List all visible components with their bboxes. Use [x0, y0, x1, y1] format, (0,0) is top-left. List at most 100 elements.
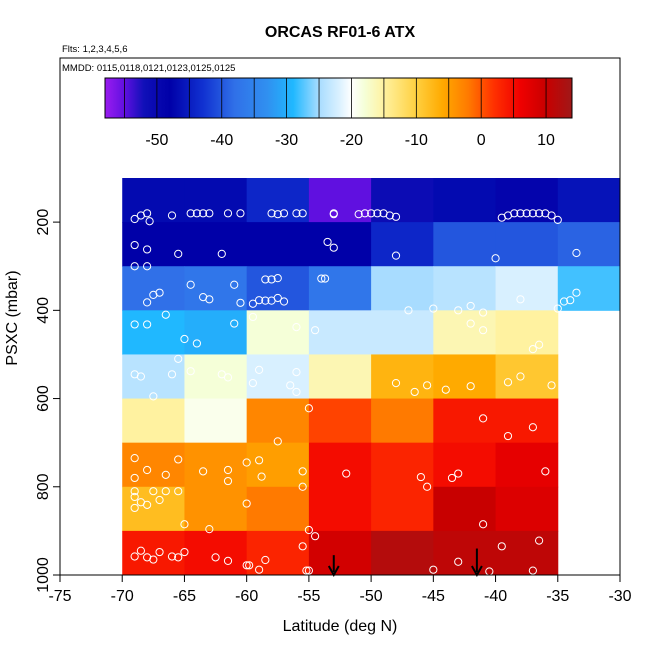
- heatmap-cell: [433, 178, 497, 223]
- observation-point: [323, 237, 332, 247]
- observation-point: [273, 437, 282, 446]
- observation-point: [503, 431, 513, 441]
- observation-point: [199, 209, 208, 218]
- heatmap-cell: [371, 266, 434, 311]
- colorbar-tick-label: -20: [340, 132, 363, 149]
- observation-point: [205, 295, 214, 304]
- x-tick-label: -45: [422, 588, 445, 605]
- observation-point: [298, 542, 307, 551]
- observation-point: [553, 304, 562, 313]
- heatmap-cell: [557, 266, 621, 311]
- observation-point: [279, 297, 289, 306]
- observation-point: [429, 304, 438, 313]
- observation-point: [510, 209, 519, 218]
- observation-point: [143, 320, 152, 329]
- observation-point: [161, 470, 170, 479]
- x-tick-label: -65: [173, 588, 196, 605]
- heatmap-cell: [184, 354, 248, 400]
- observation-point: [149, 555, 158, 564]
- observation-point: [130, 320, 139, 329]
- observation-point: [454, 469, 463, 478]
- heatmap-cell: [308, 266, 372, 311]
- y-axis: 200 400 600 800 1000: [35, 209, 61, 593]
- observation-point: [367, 209, 376, 218]
- observation-point: [391, 379, 401, 388]
- observation-point: [174, 455, 183, 464]
- heatmap-cell: [557, 178, 621, 223]
- observation-point: [223, 465, 233, 475]
- observation-point: [528, 566, 537, 575]
- heatmap-cell: [495, 486, 559, 532]
- observation-point: [149, 392, 158, 401]
- observation-point: [566, 296, 575, 305]
- colorbar-tick-label: 0: [477, 132, 486, 149]
- observation-point: [373, 209, 382, 218]
- heatmap-cell: [122, 310, 185, 355]
- observation-point: [273, 210, 282, 219]
- heatmap-cell: [184, 486, 248, 532]
- observation-point: [211, 553, 220, 562]
- heatmap-cell: [184, 266, 248, 311]
- observation-point: [143, 209, 152, 218]
- observation-point: [572, 248, 581, 258]
- observation-point: [503, 378, 513, 387]
- heatmap-cell: [308, 530, 372, 576]
- heatmap-cell: [433, 310, 497, 355]
- observation-point: [298, 467, 307, 476]
- observation-point: [130, 240, 139, 250]
- observation-point: [516, 295, 525, 304]
- observation-point: [311, 326, 320, 335]
- chart-title: ORCAS RF01-6 ATX: [265, 24, 416, 41]
- observation-point: [273, 293, 282, 303]
- observation-point: [528, 209, 537, 218]
- observation-point: [167, 370, 177, 379]
- heatmap-bins: [122, 178, 621, 576]
- observation-point: [223, 373, 233, 382]
- observation-point: [192, 339, 201, 348]
- observation-point: [130, 454, 139, 463]
- observation-point: [298, 209, 307, 218]
- colorbar-tick-label: -50: [145, 132, 168, 149]
- observation-point: [497, 542, 506, 551]
- observation-point: [248, 299, 257, 308]
- heatmap-cell: [433, 442, 497, 488]
- observation-point: [385, 211, 394, 220]
- observation-point: [479, 414, 488, 423]
- heatmap-cell: [433, 354, 497, 400]
- observation-point: [528, 345, 537, 354]
- heatmap-cell: [371, 354, 434, 400]
- observation-point: [304, 404, 313, 413]
- observation-point: [354, 210, 363, 219]
- observation-point: [541, 467, 550, 476]
- observation-point: [516, 209, 525, 218]
- observation-point: [223, 556, 233, 565]
- x-axis: -75 -70 -65 -60 -55 -50 -45 -40 -35 -30: [48, 574, 632, 605]
- observation-point: [267, 209, 276, 218]
- observation-point: [167, 552, 177, 561]
- heatmap-cell: [122, 530, 185, 576]
- y-tick-label: 800: [35, 473, 52, 500]
- heatmap-cell: [495, 354, 559, 400]
- heatmap-cell: [371, 486, 434, 532]
- observation-point: [192, 209, 201, 218]
- heatmap-cell: [371, 178, 434, 223]
- observation-point: [416, 472, 425, 482]
- observation-point: [257, 472, 266, 481]
- heatmap-cell: [308, 354, 372, 400]
- observation-point: [236, 209, 245, 218]
- x-tick-label: -75: [48, 588, 71, 605]
- observation-point: [410, 387, 419, 397]
- observation-point: [186, 280, 195, 289]
- observation-point: [329, 243, 338, 252]
- heatmap-cell: [246, 442, 310, 488]
- x-tick-label: -50: [360, 588, 383, 605]
- observation-point: [242, 458, 251, 467]
- observation-point: [454, 306, 463, 315]
- observation-point: [286, 381, 295, 390]
- observation-point: [267, 275, 276, 284]
- observation-point: [298, 482, 307, 491]
- observation-point: [261, 555, 270, 565]
- observation-point: [130, 487, 139, 496]
- observation-point: [217, 249, 226, 258]
